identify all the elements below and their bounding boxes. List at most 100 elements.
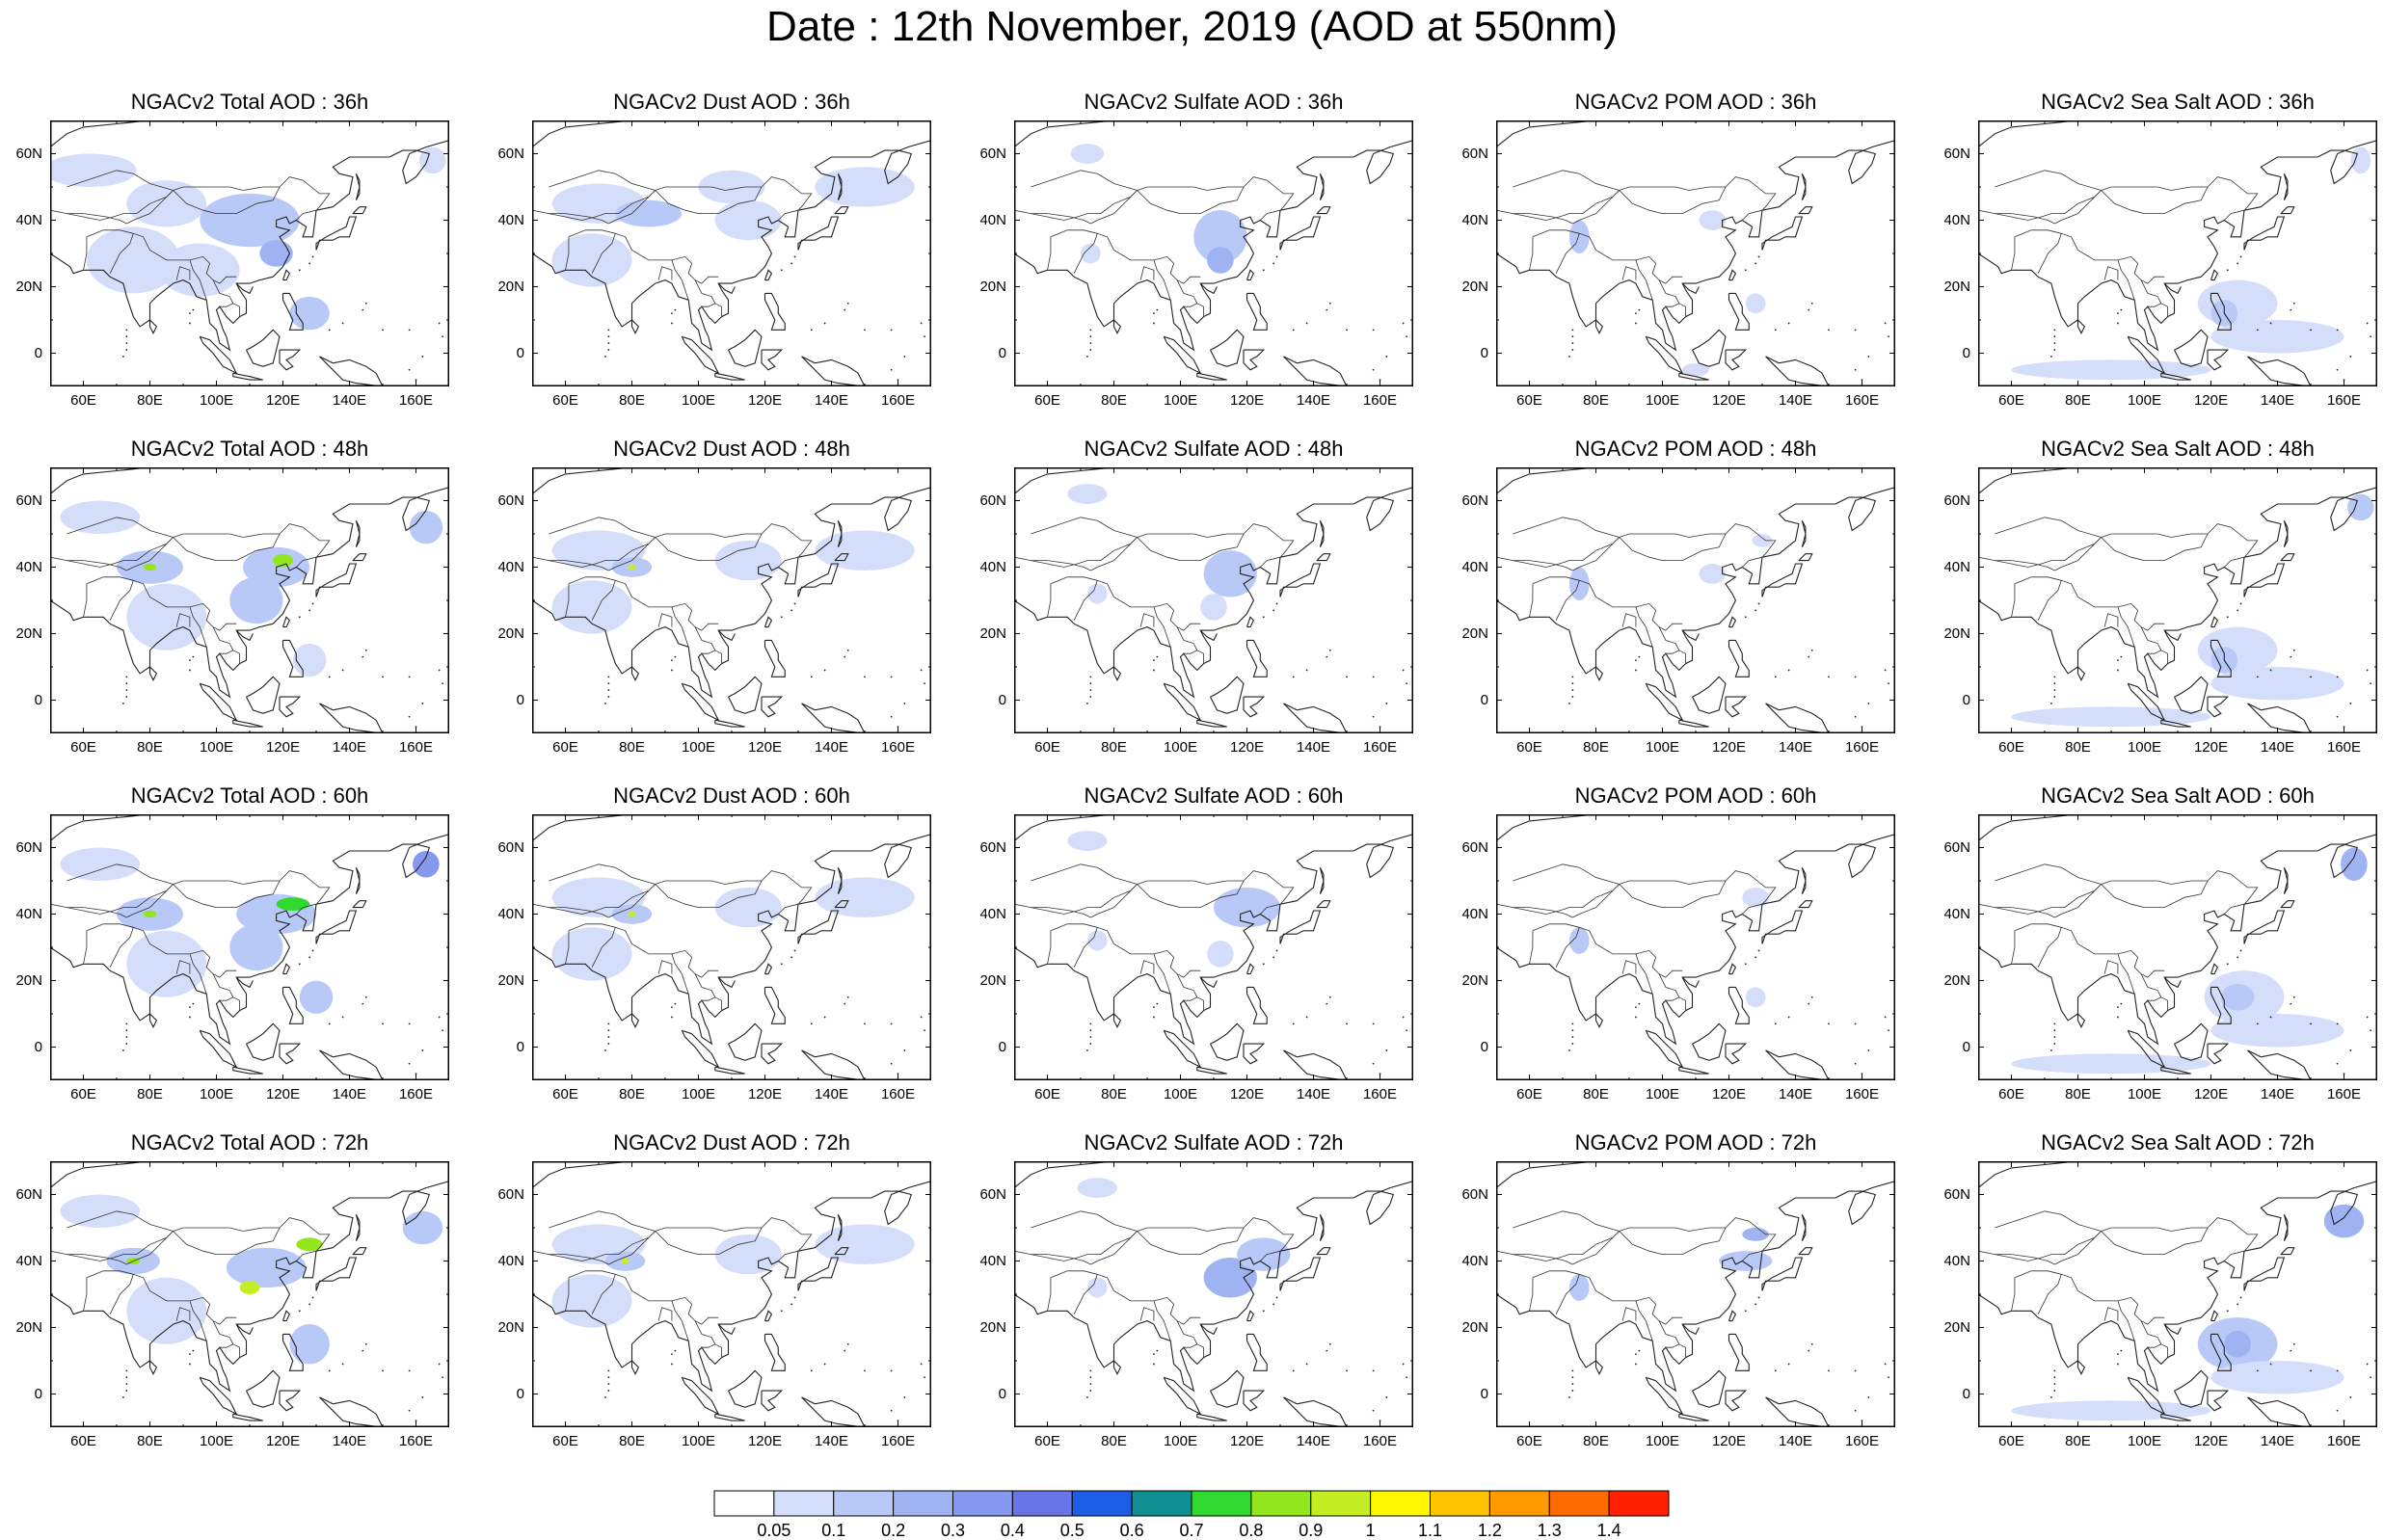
country-border bbox=[568, 229, 719, 284]
lon-tick-label: 160E bbox=[880, 392, 916, 409]
island-dot bbox=[192, 655, 195, 658]
lon-tick-label: 100E bbox=[681, 739, 716, 756]
lon-tick-label: 160E bbox=[1844, 1086, 1880, 1102]
country-border bbox=[296, 1250, 317, 1261]
lon-tick-label: 100E bbox=[199, 1433, 234, 1449]
coastline bbox=[1681, 629, 1700, 642]
country-border bbox=[1014, 1250, 1091, 1265]
country-border bbox=[1635, 953, 1653, 995]
coastline bbox=[1319, 1213, 1325, 1242]
country-border bbox=[1995, 170, 2102, 191]
country-border bbox=[1196, 650, 1204, 664]
aod-field-patch bbox=[1200, 594, 1227, 621]
aod-field-patch bbox=[698, 170, 765, 204]
island-dot bbox=[382, 1022, 384, 1025]
coastline bbox=[1692, 329, 1727, 367]
coastline bbox=[1199, 1323, 1218, 1336]
coastline bbox=[1279, 216, 1322, 251]
coastline bbox=[1246, 616, 1255, 628]
coastline bbox=[2243, 216, 2286, 251]
island-dot bbox=[607, 676, 610, 678]
country-border bbox=[532, 556, 609, 571]
island-dot bbox=[1635, 1363, 1637, 1366]
aod-field-patch bbox=[1568, 1274, 1590, 1301]
aod-field-patch bbox=[126, 583, 207, 651]
island-dot bbox=[2370, 682, 2371, 685]
island-dot bbox=[890, 676, 893, 678]
island-dot bbox=[125, 1369, 128, 1372]
island-dot bbox=[2256, 329, 2259, 332]
island-dot bbox=[125, 1043, 128, 1045]
coastline bbox=[801, 1396, 866, 1427]
panel-total-36h-title: NGACv2 Total AOD : 36h bbox=[130, 90, 369, 114]
coastline bbox=[761, 1390, 784, 1412]
country-border bbox=[1742, 903, 1763, 915]
coastline bbox=[1199, 976, 1218, 989]
aod-field-patch bbox=[1699, 564, 1727, 584]
coastline bbox=[1728, 616, 1737, 628]
island-dot bbox=[122, 703, 124, 704]
country-border bbox=[1176, 1320, 1198, 1348]
aod-field-patch bbox=[200, 193, 300, 248]
country-border bbox=[671, 1300, 689, 1341]
lon-tick-label: 140E bbox=[2260, 739, 2295, 756]
island-dot bbox=[408, 1369, 411, 1372]
coastline bbox=[2127, 335, 2166, 375]
country-border bbox=[591, 927, 616, 968]
country-border bbox=[2103, 266, 2119, 280]
island-dot bbox=[607, 1383, 610, 1386]
island-dot bbox=[1861, 1073, 1863, 1075]
panel-total-72h-title: NGACv2 Total AOD : 72h bbox=[130, 1130, 369, 1155]
lon-tick-label: 140E bbox=[814, 1433, 849, 1449]
country-border bbox=[565, 1277, 570, 1312]
lon-tick-label: 120E bbox=[1229, 1086, 1265, 1102]
island-dot bbox=[1635, 1016, 1637, 1019]
coastline bbox=[1645, 1376, 1684, 1416]
coastline bbox=[1978, 120, 2078, 148]
island-dot bbox=[2310, 1369, 2312, 1372]
island-dot bbox=[1153, 312, 1155, 314]
lat-tick-label: 0 bbox=[1480, 1038, 1488, 1055]
lon-tick-label: 80E bbox=[619, 739, 645, 756]
lat-tick-label: 0 bbox=[516, 1038, 524, 1055]
country-border bbox=[694, 279, 716, 307]
island-dot bbox=[890, 1369, 893, 1372]
island-dot bbox=[2053, 1383, 2056, 1386]
island-dot bbox=[2117, 1363, 2119, 1366]
coastline bbox=[50, 834, 449, 1046]
island-dot bbox=[1571, 682, 1574, 685]
panel-pom-36h-title: NGACv2 POM AOD : 36h bbox=[1574, 90, 1817, 114]
lon-tick-label: 140E bbox=[1778, 392, 1813, 409]
country-border bbox=[1139, 266, 1155, 280]
island-dot bbox=[1372, 329, 1375, 332]
country-border bbox=[86, 1270, 237, 1325]
lat-tick-label: 40N bbox=[1943, 905, 1970, 922]
coastline bbox=[1978, 1161, 2078, 1189]
coastline bbox=[1801, 1213, 1807, 1242]
coastline bbox=[1765, 703, 1830, 733]
island-dot bbox=[382, 1369, 384, 1372]
country-border bbox=[2037, 580, 2062, 621]
country-border bbox=[1196, 1343, 1204, 1358]
lon-tick-label: 160E bbox=[1844, 392, 1880, 409]
island-dot bbox=[1635, 312, 1637, 314]
lat-tick-label: 60N bbox=[15, 145, 42, 162]
island-dot bbox=[1292, 1369, 1295, 1372]
island-dot bbox=[1808, 1002, 1810, 1005]
lon-tick-label: 100E bbox=[681, 1086, 716, 1102]
lon-tick-label: 140E bbox=[814, 739, 849, 756]
island-dot bbox=[1089, 1036, 1092, 1039]
coastline bbox=[2174, 676, 2209, 714]
island-dot bbox=[1888, 1029, 1889, 1032]
country-border bbox=[2224, 556, 2245, 568]
aod-field-patch bbox=[143, 564, 157, 571]
island-dot bbox=[1275, 949, 1278, 952]
island-dot bbox=[1346, 329, 1348, 332]
coastline bbox=[1678, 1413, 1709, 1421]
island-dot bbox=[189, 669, 191, 672]
island-dot bbox=[810, 1369, 813, 1372]
country-border bbox=[67, 1231, 174, 1261]
lon-tick-label: 120E bbox=[1711, 739, 1747, 756]
island-dot bbox=[1787, 669, 1790, 672]
lon-tick-label: 140E bbox=[1296, 392, 1331, 409]
